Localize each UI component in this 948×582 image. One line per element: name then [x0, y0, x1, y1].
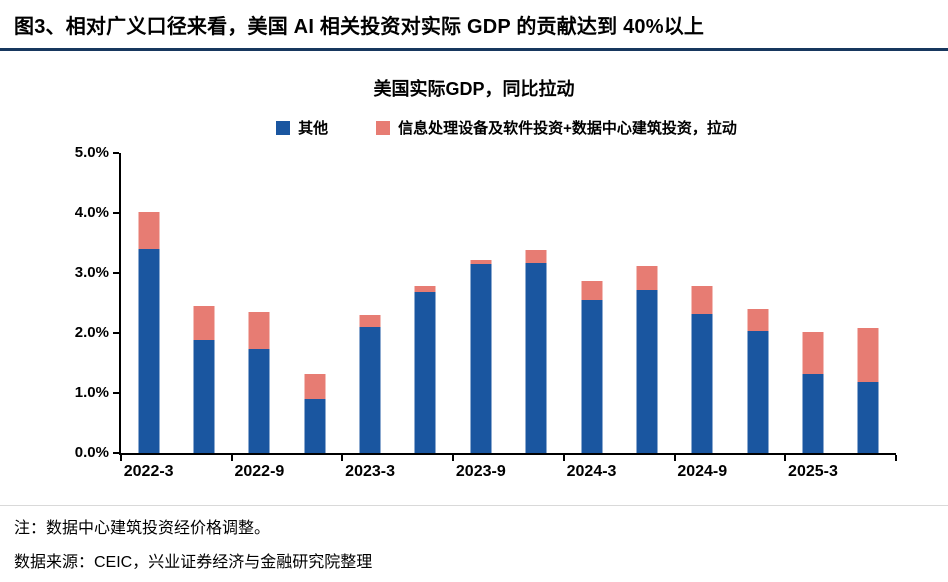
bar-segment-other	[359, 327, 381, 453]
bar-segment-other	[636, 289, 658, 453]
x-axis-tick-label: 2023-9	[455, 463, 506, 480]
bar-segment-other	[470, 264, 492, 453]
y-axis-tick	[113, 272, 119, 274]
bar	[747, 309, 769, 453]
bar	[359, 315, 381, 453]
y-axis-tick	[113, 392, 119, 394]
y-axis-tick-label: 5.0%	[74, 144, 109, 161]
bar	[802, 332, 824, 453]
bar-segment-ai	[193, 306, 215, 341]
bar-segment-ai	[691, 286, 713, 314]
x-axis-tick-label: 2024-3	[566, 463, 617, 480]
y-axis-tick	[113, 452, 119, 454]
bar-segment-other	[857, 382, 879, 453]
legend-item: 其他	[276, 117, 328, 138]
legend-item: 信息处理设备及软件投资+数据中心建筑投资，拉动	[376, 117, 737, 138]
y-axis-tick-label: 1.0%	[74, 384, 109, 401]
x-axis-tick-label: 2022-9	[234, 463, 285, 480]
bar	[581, 281, 603, 453]
y-axis-tick-label: 2.0%	[74, 324, 109, 341]
y-axis-tick-label: 0.0%	[74, 444, 109, 461]
figure-header: 图3、相对广义口径来看，美国 AI 相关投资对实际 GDP 的贡献达到 40%以…	[0, 0, 948, 51]
bar-segment-ai	[304, 373, 326, 399]
y-axis-tick	[113, 332, 119, 334]
bar	[525, 250, 547, 453]
bar-segment-ai	[525, 250, 547, 263]
bar-segment-other	[747, 330, 769, 453]
x-axis-tick-label: 2025-3	[788, 463, 838, 480]
y-axis-tick	[113, 212, 119, 214]
x-axis-tick-label: 2023-3	[345, 463, 396, 480]
x-axis-tick	[341, 455, 344, 461]
bar-segment-ai	[414, 286, 436, 293]
bar-segment-ai	[248, 312, 270, 350]
bar-segment-ai	[359, 315, 381, 327]
bar-segment-ai	[857, 328, 879, 383]
bar	[138, 211, 160, 453]
chart-area: 其他 信息处理设备及软件投资+数据中心建筑投资，拉动 2022-3 2022-9 20…	[34, 117, 914, 489]
bar	[304, 373, 326, 453]
source-text: 数据来源：CEIC，兴业证券经济与金融研究院整理	[14, 554, 373, 571]
chart-section: 美国实际GDP，同比拉动 其他 信息处理设备及软件投资+数据中心建筑投资，拉动 2…	[0, 51, 948, 489]
bar-segment-other	[802, 374, 824, 453]
bar	[857, 328, 879, 453]
bar-segment-other	[193, 340, 215, 453]
bar-segment-other	[581, 300, 603, 453]
y-axis-tick	[113, 152, 119, 154]
bar-segment-ai	[138, 211, 160, 249]
bar-segment-other	[525, 262, 547, 453]
x-axis-tick-label: 2024-9	[677, 463, 728, 480]
note-text: 注：数据中心建筑投资经价格调整。	[14, 520, 271, 537]
bar	[636, 265, 658, 453]
bar	[691, 286, 713, 453]
x-axis-tick	[562, 455, 565, 461]
bar	[248, 312, 270, 453]
x-axis-tick	[784, 455, 787, 461]
x-axis-tick	[895, 455, 897, 461]
x-axis-tick	[673, 455, 676, 461]
legend-swatch-icon	[276, 120, 291, 135]
x-axis-tick	[120, 455, 122, 461]
bar-segment-other	[248, 349, 270, 453]
plot-area: 2022-3 2022-9 2023-3 2023-9 2024-3 2024-9 2025…	[113, 152, 897, 480]
bar-segment-ai	[581, 281, 603, 300]
bar-segment-other	[304, 399, 326, 453]
legend-label: 其他	[298, 120, 329, 137]
chart-title: 美国实际GDP，同比拉动	[373, 79, 575, 99]
x-axis-tick	[452, 455, 455, 461]
x-axis-tick	[230, 455, 233, 461]
chart-legend: 其他 信息处理设备及软件投资+数据中心建筑投资，拉动	[119, 117, 894, 138]
y-axis-tick-label: 3.0%	[74, 264, 109, 281]
bar-segment-other	[691, 313, 713, 453]
bar-segment-ai	[636, 265, 658, 290]
figure-footer: 注：数据中心建筑投资经价格调整。 数据来源：CEIC，兴业证券经济与金融研究院整…	[0, 505, 948, 582]
bar	[414, 286, 436, 453]
legend-swatch-icon	[376, 120, 391, 135]
bar-segment-ai	[470, 259, 492, 264]
legend-label: 信息处理设备及软件投资+数据中心建筑投资，拉动	[398, 120, 737, 137]
figure-title: 图3、相对广义口径来看，美国 AI 相关投资对实际 GDP 的贡献达到 40%以…	[14, 16, 705, 38]
bar	[193, 306, 215, 453]
bar-segment-other	[414, 292, 436, 453]
bar-segment-ai	[747, 309, 769, 331]
y-axis-tick-label: 4.0%	[74, 204, 109, 221]
bar-segment-other	[138, 249, 160, 453]
bar-segment-ai	[802, 332, 824, 375]
x-axis-tick-label: 2022-3	[123, 463, 174, 480]
bar	[470, 259, 492, 453]
